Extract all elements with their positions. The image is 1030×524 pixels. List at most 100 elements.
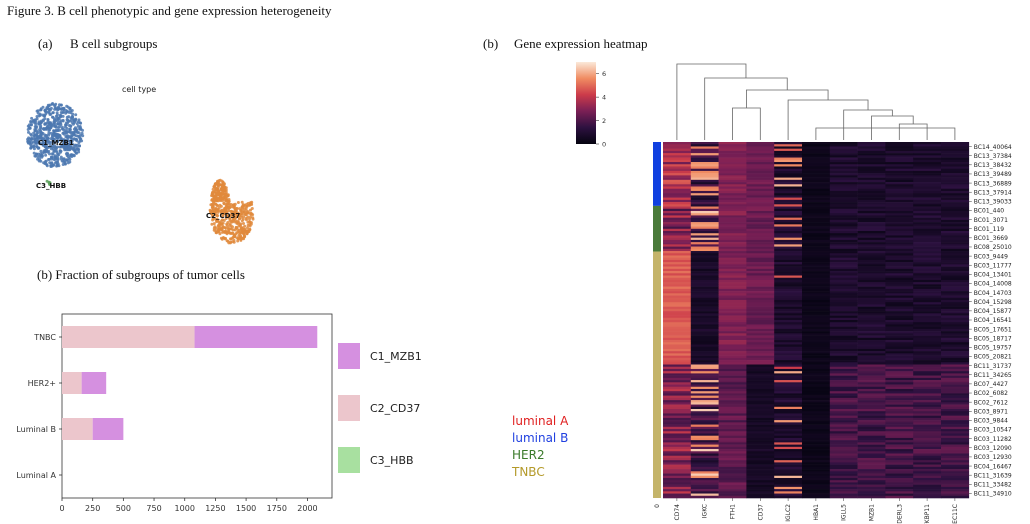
row-label: BC11_33482 bbox=[974, 482, 1012, 489]
cluster-label-c2: C2_CD37 bbox=[206, 212, 241, 220]
cluster-label-c3: C3_HBB bbox=[36, 182, 67, 190]
row-label: BC13_37384 bbox=[974, 153, 1012, 160]
column-label: IGLL5 bbox=[841, 504, 848, 521]
colorbar-tick-label: 6 bbox=[602, 70, 606, 78]
column-label: IGKC bbox=[702, 504, 709, 518]
row-label: BC04_16541 bbox=[974, 317, 1012, 324]
bar-c1_mzb1-tnbc bbox=[194, 326, 318, 348]
row-label: BC02_7612 bbox=[974, 399, 1008, 406]
column-dendrogram bbox=[676, 63, 956, 140]
gene-expression-heatmap: 6 4 2 0 BC14_40064 BC13_37384 BC13_38432 BC13_3… bbox=[576, 62, 1012, 524]
y-tick-label: TNBC bbox=[33, 333, 56, 342]
colorbar-tick-label: 4 bbox=[602, 94, 606, 102]
row-label: BC01_3071 bbox=[974, 217, 1008, 224]
row-label: BC13_37914 bbox=[974, 189, 1012, 196]
legend-swatch bbox=[338, 395, 360, 421]
umap-scatter bbox=[26, 102, 255, 245]
column-label: FKBP11 bbox=[924, 504, 931, 524]
row-label: BC05_19757 bbox=[974, 345, 1012, 352]
row-label: BC11_34265 bbox=[974, 372, 1012, 379]
legend-label: C1_MZB1 bbox=[370, 349, 422, 363]
umap-points-c2 bbox=[208, 178, 255, 245]
fraction-chart-title: (b) Fraction of subgroups of tumor cells bbox=[37, 267, 245, 282]
x-tick-label: 1000 bbox=[175, 504, 195, 513]
column-label: CD74 bbox=[674, 504, 681, 521]
row-label: BC13_36889 bbox=[974, 180, 1012, 187]
fraction-bar-chart: TNBC HER2+ Luminal B Luminal A 0 250 500 750 100… bbox=[16, 313, 333, 513]
row-label: BC03_8971 bbox=[974, 408, 1008, 415]
colorbar-tick-label: 2 bbox=[602, 117, 606, 125]
x-tick-label: 1750 bbox=[267, 504, 287, 513]
row-label: BC03_10547 bbox=[974, 427, 1012, 434]
row-label: BC05_20821 bbox=[974, 354, 1012, 361]
row-label: BC11_31639 bbox=[974, 472, 1012, 479]
row-label: BC11_31737 bbox=[974, 363, 1012, 370]
row-label: BC02_6082 bbox=[974, 390, 1008, 397]
row-label: BC01_119 bbox=[974, 226, 1004, 233]
row-label: BC03_9449 bbox=[974, 253, 1008, 260]
legend-label: C3_HBB bbox=[370, 453, 414, 467]
legend-swatch bbox=[338, 447, 360, 473]
column-label: IGLC2 bbox=[785, 504, 792, 522]
column-label: HBA1 bbox=[813, 504, 820, 521]
heatmap-cells bbox=[663, 142, 970, 499]
subtype-legend-luminal-a: luminal A bbox=[512, 414, 569, 428]
row-label: BC03_11282 bbox=[974, 436, 1012, 443]
x-tick-label: 2000 bbox=[297, 504, 317, 513]
x-tick-label: 1500 bbox=[236, 504, 256, 513]
row-label: BC04_15298 bbox=[974, 299, 1012, 306]
column-label: FTH1 bbox=[730, 504, 737, 520]
row-label: BC04_14008 bbox=[974, 281, 1012, 288]
bar-plot-frame bbox=[61, 313, 333, 499]
panel-a-letter: (a) bbox=[38, 36, 53, 51]
cluster-label-c1: C1_MZB1 bbox=[38, 139, 74, 147]
colorbar-tick-label: 0 bbox=[602, 141, 606, 149]
y-tick-label: Luminal B bbox=[16, 425, 56, 434]
row-label: BC01_440 bbox=[974, 208, 1004, 215]
row-label: BC04_14703 bbox=[974, 290, 1012, 297]
row-label: BC08_25010 bbox=[974, 244, 1012, 251]
bar-c2_cd37-her2 bbox=[62, 372, 82, 394]
legend-item-c2_cd37: C2_CD37 bbox=[338, 395, 420, 421]
panel-a-title: B cell subgroups bbox=[70, 36, 158, 51]
x-tick-label: 750 bbox=[146, 504, 161, 513]
row-label: BC11_34910 bbox=[974, 491, 1012, 498]
row-label: BC05_17651 bbox=[974, 326, 1012, 333]
bar-c2_cd37-luminalb bbox=[62, 418, 93, 440]
subtype-bar-her2 bbox=[653, 205, 661, 252]
row-label: BC13_39033 bbox=[974, 199, 1012, 206]
panel-b-letter: (b) bbox=[483, 36, 499, 51]
row-label: BC01_3669 bbox=[974, 235, 1008, 242]
bar-c1_mzb1-luminalb bbox=[92, 418, 124, 440]
subtype-legend-tnbc: TNBC bbox=[512, 465, 545, 479]
row-label: BC13_38432 bbox=[974, 162, 1012, 169]
legend-label: C2_CD37 bbox=[370, 401, 421, 415]
row-label: BC03_12090 bbox=[974, 445, 1012, 452]
column-label: CD37 bbox=[757, 504, 764, 521]
y-tick-label: HER2+ bbox=[28, 379, 56, 388]
umap-points-c3 bbox=[45, 179, 52, 186]
row-label: BC03_11777 bbox=[974, 262, 1012, 269]
subtype-bar-luminal-b bbox=[653, 142, 661, 206]
subtype-legend-her2: HER2 bbox=[512, 448, 545, 462]
legend-item-c3_hbb: C3_HBB bbox=[338, 447, 414, 473]
subtype-legend-luminal-b: luminal B bbox=[512, 431, 569, 445]
colorbar bbox=[576, 62, 596, 144]
figure-title: Figure 3. B cell phenotypic and gene exp… bbox=[7, 3, 332, 18]
x-tick-label: 0 bbox=[59, 504, 64, 513]
row-label: BC07_4427 bbox=[974, 381, 1008, 388]
row-label: BC04_15877 bbox=[974, 308, 1012, 315]
legend-item-c1_mzb1: C1_MZB1 bbox=[338, 343, 422, 369]
x-tick-label: 250 bbox=[85, 504, 100, 513]
row-label: BC05_18717 bbox=[974, 335, 1012, 342]
column-label: SEC11C bbox=[952, 504, 959, 524]
fraction-legend: C1_MZB1 C2_CD37 C3_HBB bbox=[338, 343, 468, 493]
row-label: BC13_39489 bbox=[974, 171, 1012, 178]
column-label: 0 bbox=[654, 504, 661, 508]
x-tick-label: 500 bbox=[116, 504, 131, 513]
column-label: DERL3 bbox=[896, 504, 903, 524]
subtype-bar-tnbc bbox=[653, 251, 661, 498]
y-tick-label: Luminal A bbox=[16, 471, 56, 480]
umap-legend-title: cell type bbox=[122, 85, 157, 94]
x-tick-label: 1250 bbox=[205, 504, 225, 513]
